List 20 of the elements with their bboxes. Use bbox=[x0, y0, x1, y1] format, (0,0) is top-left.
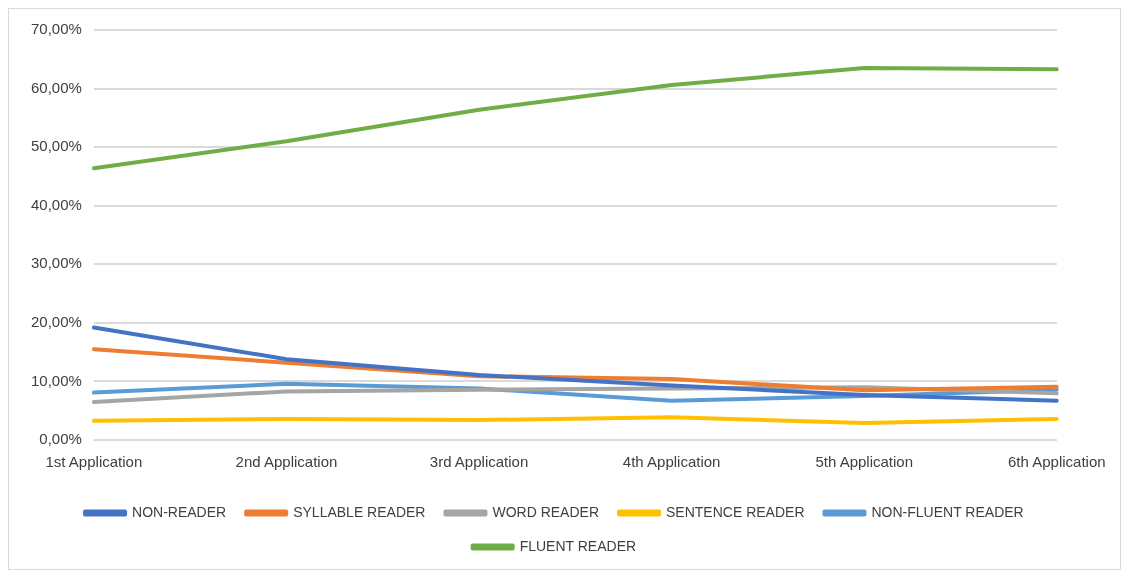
y-tick-label: 60,00% bbox=[31, 78, 82, 96]
y-tick-label: 40,00% bbox=[31, 195, 82, 213]
legend-label: SENTENCE READER bbox=[666, 503, 805, 520]
y-tick-label: 70,00% bbox=[31, 20, 82, 38]
y-tick-label: 30,00% bbox=[31, 254, 82, 272]
legend-label: SYLLABLE READER bbox=[293, 503, 426, 520]
legend-label: NON-READER bbox=[132, 503, 227, 520]
x-tick-label: 5th Application bbox=[815, 453, 913, 471]
y-tick-label: 0,00% bbox=[39, 430, 82, 448]
legend-label: FLUENT READER bbox=[519, 537, 637, 554]
x-tick-label: 2nd Application bbox=[235, 453, 338, 471]
y-tick-label: 50,00% bbox=[31, 137, 82, 155]
x-tick-label: 1st Application bbox=[45, 453, 143, 471]
x-tick-label: 6th Application bbox=[1008, 453, 1106, 471]
y-tick-label: 10,00% bbox=[31, 371, 82, 389]
y-tick-label: 20,00% bbox=[31, 313, 82, 330]
x-tick-label: 4th Application bbox=[622, 453, 721, 471]
x-tick-label: 3rd Application bbox=[429, 453, 529, 471]
legend-label: WORD READER bbox=[492, 503, 600, 520]
legend-label: NON-FLUENT READER bbox=[871, 503, 1024, 520]
